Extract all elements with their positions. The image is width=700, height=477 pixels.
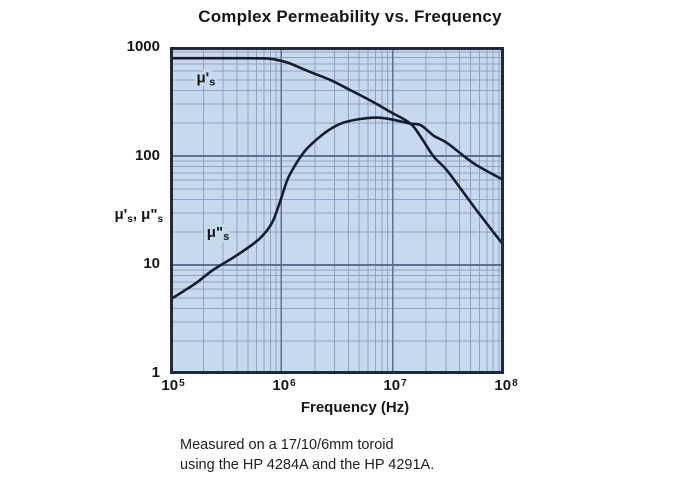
y-axis-label-sub2: s — [157, 214, 163, 225]
y-tick-100: 100 — [134, 147, 160, 164]
plot-area: μ's μ"s — [168, 47, 506, 374]
caption-line-2: using the HP 4284A and the HP 4291A. — [180, 457, 435, 473]
x-axis-label: Frequency (Hz) — [300, 399, 410, 416]
caption-line-1: Measured on a 17/10/6mm toroid — [180, 437, 394, 453]
x-tick-1e7: 107 — [370, 377, 420, 394]
y-axis-label-mu-dprime: , μ" — [132, 206, 158, 223]
x-tick-1e8-base: 10 — [494, 377, 512, 394]
y-axis-label-sub1: s — [127, 214, 133, 225]
y-tick-10: 10 — [143, 255, 160, 272]
chart-caption: Measured on a 17/10/6mm toroid using the… — [180, 435, 434, 475]
plot-border — [170, 47, 504, 374]
x-tick-1e5-base: 10 — [161, 377, 179, 394]
mu-prime-curve — [168, 56, 506, 248]
mu-double-prime-label: μ"s — [207, 224, 229, 243]
y-axis-label-mu-prime: μ' — [114, 206, 128, 223]
y-axis-label: μ's, μ"s — [73, 206, 164, 225]
y-tick-1000: 1000 — [126, 38, 160, 55]
mu-double-prime-curve — [168, 116, 506, 301]
x-tick-1e8-exp: 8 — [512, 378, 518, 389]
x-tick-1e6-base: 10 — [272, 377, 290, 394]
x-tick-1e5-exp: 5 — [179, 378, 185, 389]
mu-prime-label: μ's — [196, 70, 215, 89]
permeability-plot-svg: μ's μ"s — [168, 47, 506, 374]
plot-background — [170, 47, 504, 374]
x-tick-1e5: 105 — [148, 377, 198, 394]
x-tick-1e6-exp: 6 — [290, 378, 296, 389]
x-tick-1e8: 108 — [481, 377, 531, 394]
x-tick-1e7-base: 10 — [383, 377, 401, 394]
y-tick-1: 1 — [151, 364, 160, 381]
chart-title: Complex Permeability vs. Frequency — [198, 7, 502, 26]
x-tick-1e7-exp: 7 — [401, 378, 407, 389]
x-tick-1e6: 106 — [259, 377, 309, 394]
